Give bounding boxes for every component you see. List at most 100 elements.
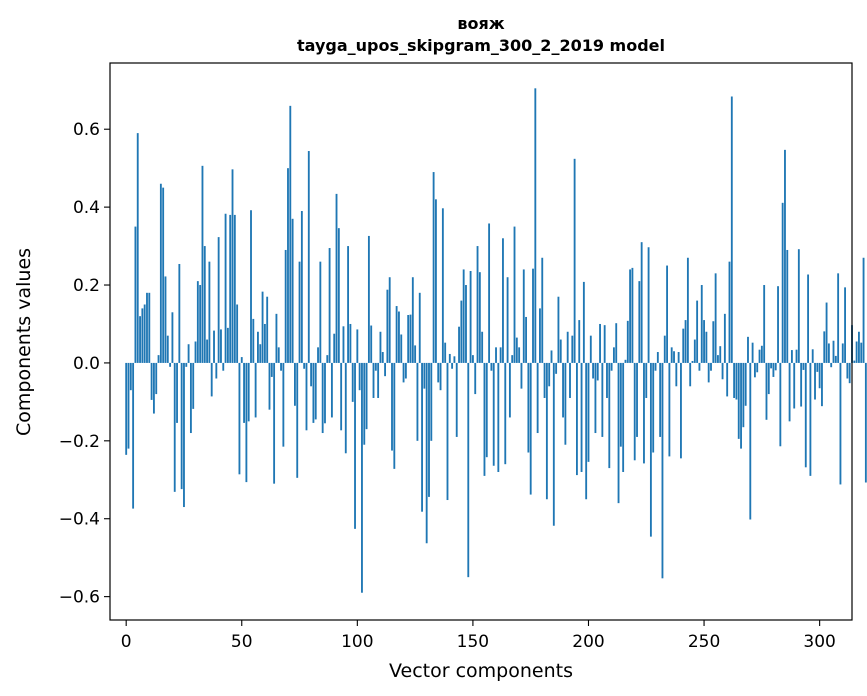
bar-101 xyxy=(358,362,361,391)
bar-319 xyxy=(862,257,865,363)
bar-143 xyxy=(455,362,458,437)
bar-48 xyxy=(236,304,239,363)
bar-222 xyxy=(638,281,641,363)
bar-205 xyxy=(599,323,601,363)
y-axis-label: Components values xyxy=(13,248,35,436)
bar-262 xyxy=(730,96,733,363)
bar-134 xyxy=(435,199,437,363)
bar-105 xyxy=(367,235,370,363)
bar-174 xyxy=(527,362,530,453)
bar-53 xyxy=(247,362,250,422)
bar-227 xyxy=(649,362,652,537)
bar-226 xyxy=(647,247,650,363)
bar-169 xyxy=(515,337,518,363)
bar-81 xyxy=(312,362,315,423)
y-tick-label: 0.4 xyxy=(73,198,100,218)
bar-98 xyxy=(351,362,354,402)
bar-268 xyxy=(744,362,747,406)
bar-34 xyxy=(203,246,206,363)
bar-196 xyxy=(578,320,581,363)
bar-291 xyxy=(797,249,800,363)
bar-35 xyxy=(206,339,209,363)
bar-76 xyxy=(300,211,303,363)
bar-197 xyxy=(580,362,583,472)
bar-172 xyxy=(522,269,525,363)
bar-132 xyxy=(430,362,433,441)
bar-118 xyxy=(398,311,400,363)
bar-87 xyxy=(326,355,329,363)
bar-224 xyxy=(643,362,645,464)
bar-117 xyxy=(395,306,398,363)
bar-302 xyxy=(823,331,826,363)
bar-232 xyxy=(661,362,664,579)
bar-247 xyxy=(696,300,699,363)
bar-208 xyxy=(606,362,608,398)
bar-250 xyxy=(703,320,705,363)
bar-251 xyxy=(705,331,708,363)
bar-123 xyxy=(409,314,412,363)
bar-260 xyxy=(726,362,729,397)
bar-210 xyxy=(610,362,613,371)
bar-293 xyxy=(802,362,805,370)
bar-78 xyxy=(305,362,308,431)
bar-77 xyxy=(303,362,306,369)
bar-189 xyxy=(562,362,564,418)
bar-100 xyxy=(356,329,359,363)
bar-45 xyxy=(229,214,232,363)
bar-141 xyxy=(451,362,454,369)
bar-129 xyxy=(423,362,426,389)
bar-30 xyxy=(194,341,197,363)
bar-116 xyxy=(393,362,396,469)
bar-109 xyxy=(377,362,380,398)
bar-69 xyxy=(284,249,287,363)
bar-280 xyxy=(772,362,775,377)
bar-182 xyxy=(545,362,548,500)
bar-245 xyxy=(691,360,694,363)
bar-40 xyxy=(217,237,220,363)
bar-281 xyxy=(774,362,777,371)
bar-59 xyxy=(261,291,264,363)
bar-315 xyxy=(853,360,856,363)
bar-150 xyxy=(471,355,474,363)
bar-38 xyxy=(213,330,215,363)
bar-155 xyxy=(483,362,486,476)
bar-85 xyxy=(321,362,324,434)
x-tick-label: 0 xyxy=(121,632,132,652)
bar-213 xyxy=(617,362,620,504)
bar-266 xyxy=(740,362,742,449)
bar-94 xyxy=(342,326,345,363)
bar-295 xyxy=(807,274,810,363)
bar-67 xyxy=(280,362,282,371)
bar-28 xyxy=(189,362,192,434)
bar-15 xyxy=(159,183,162,363)
bar-125 xyxy=(414,345,417,363)
bar-165 xyxy=(506,277,509,363)
bar-84 xyxy=(319,261,322,363)
bar-211 xyxy=(612,347,615,363)
bar-230 xyxy=(656,352,659,363)
plot-frame xyxy=(109,62,853,621)
bar-297 xyxy=(811,349,814,363)
y-tick-label: 0.2 xyxy=(73,276,100,296)
bar-22 xyxy=(176,362,178,423)
bar-274 xyxy=(758,349,761,363)
bar-283 xyxy=(779,362,782,447)
bar-110 xyxy=(379,331,382,363)
bar-163 xyxy=(502,238,504,363)
bar-248 xyxy=(698,362,701,371)
bar-56 xyxy=(254,362,257,418)
bar-86 xyxy=(324,362,326,424)
bar-178 xyxy=(536,362,539,434)
bar-309 xyxy=(839,362,842,485)
bar-257 xyxy=(719,346,722,363)
bar-4 xyxy=(134,226,137,363)
bar-88 xyxy=(328,248,331,363)
bar-144 xyxy=(458,326,460,363)
bar-276 xyxy=(763,285,766,363)
bar-80 xyxy=(310,362,313,387)
bar-214 xyxy=(619,362,622,447)
bar-151 xyxy=(474,362,477,395)
bar-241 xyxy=(682,328,685,363)
bar-3 xyxy=(132,362,135,509)
